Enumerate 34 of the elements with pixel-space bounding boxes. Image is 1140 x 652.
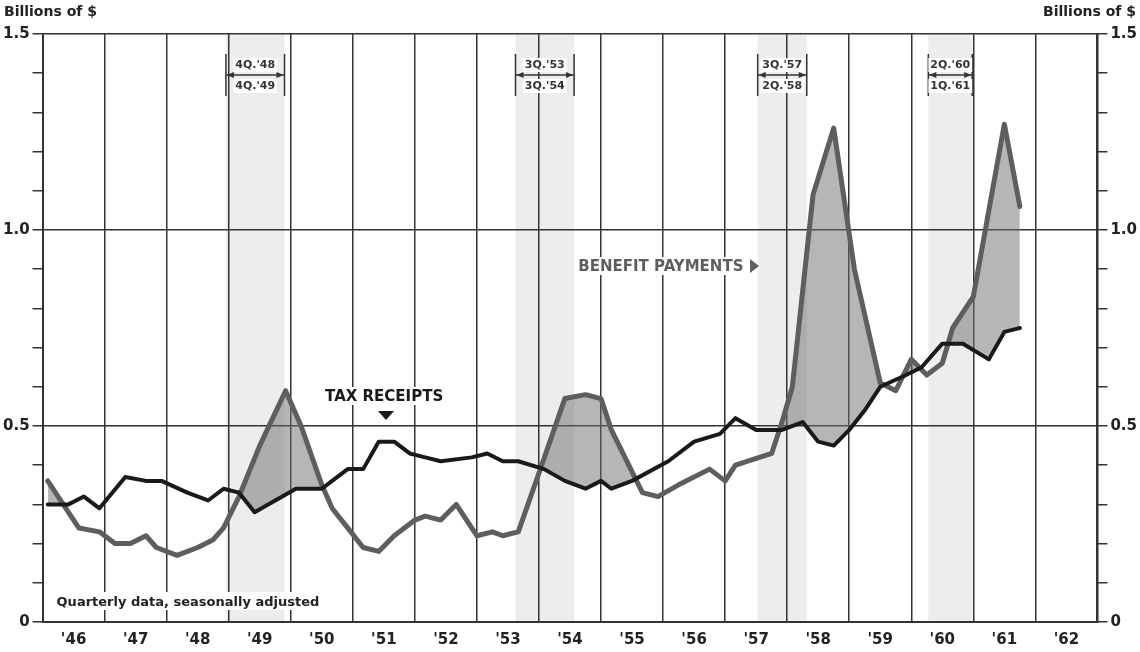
x-tick-label: '56 bbox=[681, 629, 707, 648]
x-tick-label: '57 bbox=[743, 629, 769, 648]
y-tick-label: 1.0 bbox=[2, 219, 30, 238]
x-tick-label: '48 bbox=[184, 629, 211, 648]
text: TAX RECEIPTS bbox=[322, 386, 447, 405]
annotation: Quarterly data, seasonally adjusted bbox=[56, 594, 320, 609]
x-tick-label: '46 bbox=[60, 629, 87, 648]
x-tick-label: '58 bbox=[805, 629, 831, 648]
x-tick-label: '51 bbox=[371, 629, 397, 648]
x-tick-label: '47 bbox=[122, 629, 149, 648]
y-axis-title: Billions of $ bbox=[4, 3, 97, 19]
y-tick-label: 1.5 bbox=[2, 23, 30, 42]
y2-tick-label: 1.0 bbox=[1110, 219, 1138, 238]
legend-label: BENEFIT PAYMENTS bbox=[575, 257, 747, 276]
band-label: 3Q.'53 3Q.'54 bbox=[524, 57, 566, 92]
y2-tick-label: 0.5 bbox=[1110, 415, 1138, 434]
y-tick-label: 0.5 bbox=[2, 415, 30, 434]
x-tick-label: '52 bbox=[433, 629, 459, 648]
x-tick-label: '54 bbox=[557, 629, 583, 648]
x-tick-label: '62 bbox=[1053, 629, 1080, 648]
x-tick-label: '55 bbox=[619, 629, 645, 648]
y2-axis-title: Billions of $ bbox=[1043, 3, 1136, 19]
y-tick-label: 0 bbox=[19, 611, 30, 630]
x-tick-label: '53 bbox=[495, 629, 521, 648]
band-label: 3Q.'57 2Q.'58 bbox=[762, 57, 803, 92]
y2-tick-label: 0 bbox=[1110, 611, 1121, 630]
x-tick-label: '50 bbox=[309, 629, 335, 648]
x-tick-label: '61 bbox=[991, 629, 1018, 648]
band-label: 4Q.'48 4Q.'49 bbox=[235, 57, 276, 92]
y2-tick-label: 1.5 bbox=[1110, 23, 1138, 42]
band-label: 2Q.'60 1Q.'61 bbox=[930, 57, 971, 92]
x-tick-label: '60 bbox=[929, 629, 956, 648]
x-tick-label: '59 bbox=[867, 629, 893, 648]
x-tick-label: '49 bbox=[247, 629, 273, 648]
